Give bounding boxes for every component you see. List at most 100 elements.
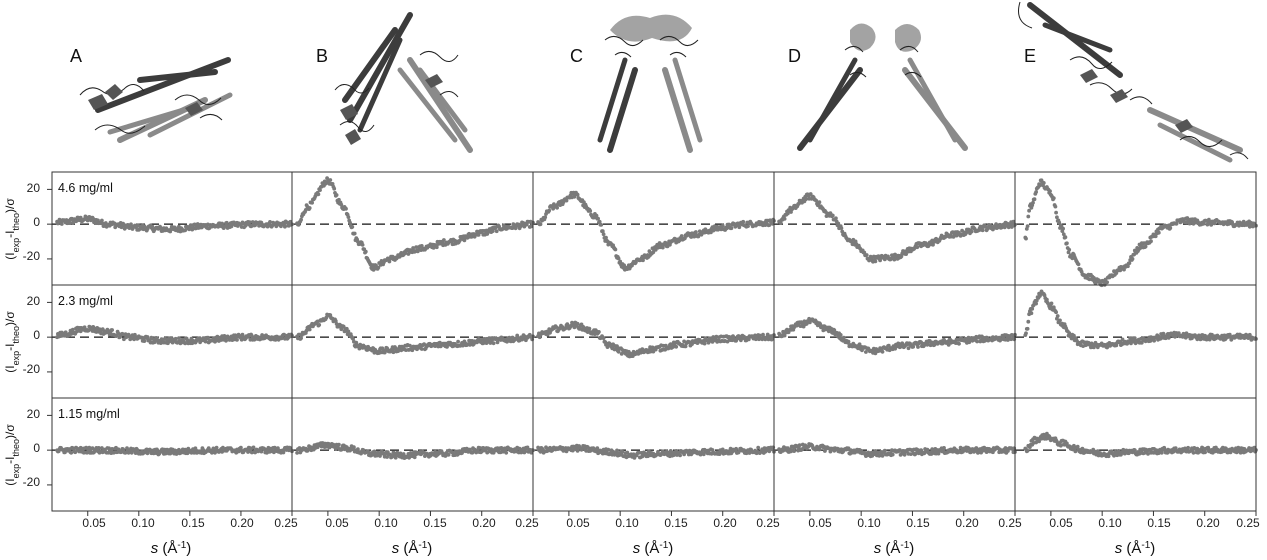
data-point (247, 220, 252, 225)
concentration-label-row-3: 1.15 mg/ml (58, 407, 120, 421)
data-point (273, 338, 278, 342)
data-point (1012, 337, 1017, 342)
x-tick-label-d-0.15: 0.15 (906, 516, 930, 530)
panel-letter-e: E (1024, 46, 1036, 66)
y-tick-label-r1-0: 0 (33, 215, 40, 229)
series-r1-a (55, 214, 294, 234)
data-point (173, 336, 178, 341)
data-point (714, 334, 719, 339)
x-axis-title-col-d: s (Å-1) (874, 540, 915, 558)
x-tick-label-d-0.10: 0.10 (857, 516, 881, 530)
data-point (129, 222, 133, 227)
data-point (78, 215, 83, 220)
x-tick-label-c-0.20: 0.20 (713, 516, 737, 530)
data-point (259, 449, 264, 454)
data-point (1143, 244, 1148, 249)
data-point (257, 223, 261, 228)
x-axis-title-col-e: s (Å-1) (1115, 540, 1156, 558)
data-point (864, 253, 869, 257)
data-point (1054, 310, 1058, 315)
data-point (177, 336, 181, 340)
panel-letter-a: A (70, 46, 82, 66)
data-point (564, 198, 569, 203)
data-point (434, 245, 439, 250)
data-point (1048, 189, 1052, 194)
data-point (513, 226, 518, 231)
series-r3-a (55, 445, 294, 457)
x-tick-label-a-0.05: 0.05 (82, 516, 106, 530)
data-point (1049, 301, 1054, 306)
data-point (1032, 197, 1037, 202)
data-point (100, 218, 104, 223)
data-point (1055, 314, 1060, 318)
data-point (720, 223, 725, 228)
data-point (1130, 257, 1135, 261)
data-point (504, 450, 509, 455)
data-point (942, 446, 946, 450)
data-point (1076, 262, 1081, 267)
data-point (316, 192, 321, 197)
series-r1-e (1023, 178, 1258, 288)
data-point (299, 336, 303, 340)
data-point (1057, 220, 1062, 225)
data-point (1105, 280, 1109, 285)
data-point (601, 232, 606, 237)
data-point (741, 219, 746, 224)
data-point (494, 229, 499, 234)
data-point (814, 198, 819, 203)
series-r2-e (1023, 289, 1258, 350)
x-tick-labels-col-d: 0.05 0.10 0.15 0.20 0.25 (808, 516, 1022, 530)
x-tick-label-b-0.20: 0.20 (472, 516, 496, 530)
data-point (1156, 230, 1161, 235)
data-point (330, 182, 335, 186)
x-axis-title-col-c: s (Å-1) (633, 540, 674, 558)
data-point (596, 216, 600, 221)
data-point (344, 206, 348, 211)
data-point (1063, 235, 1068, 240)
y-tick-labels: 20 0 -20 20 0 -20 20 0 -20 (23, 181, 41, 489)
data-point (1024, 331, 1028, 336)
x-tick-label-b-0.10: 0.10 (374, 516, 398, 530)
data-point (1186, 445, 1190, 450)
data-point (543, 215, 548, 220)
data-point (1026, 319, 1031, 324)
series-r3-d (777, 442, 1017, 459)
data-point (1209, 223, 1214, 227)
data-point (904, 252, 908, 256)
data-point (600, 229, 605, 234)
data-point (352, 445, 356, 449)
data-point (931, 242, 935, 247)
data-point (613, 247, 618, 252)
data-point (575, 192, 580, 197)
data-point (1174, 221, 1179, 226)
x-tick-label-c-0.05: 0.05 (566, 516, 590, 530)
data-point (724, 226, 729, 231)
data-point (1026, 214, 1031, 219)
data-point (159, 337, 164, 342)
x-tick-label-d-0.20: 0.20 (955, 516, 979, 530)
data-point (1051, 196, 1056, 201)
data-point (1012, 446, 1017, 451)
x-tick-labels-col-e: 0.05 0.10 0.15 0.20 0.25 (1049, 516, 1260, 530)
data-point (1025, 224, 1030, 229)
data-point (660, 245, 665, 250)
data-point (882, 448, 887, 453)
data-point (318, 188, 322, 193)
data-point (150, 224, 155, 229)
data-point (235, 338, 239, 342)
data-point (183, 228, 188, 233)
data-point (354, 340, 359, 345)
data-point (310, 200, 314, 205)
data-point (846, 339, 851, 344)
data-point (1203, 450, 1207, 455)
data-point (830, 213, 835, 218)
data-point (890, 452, 895, 457)
data-point (307, 327, 312, 332)
data-point (333, 319, 338, 323)
data-point (575, 449, 580, 453)
data-point (1011, 219, 1016, 224)
x-tick-label-d-0.25: 0.25 (998, 516, 1022, 530)
panel-letter-d: D (788, 46, 801, 66)
data-point (1178, 220, 1183, 225)
structure-model-e: E (1018, 1, 1249, 163)
